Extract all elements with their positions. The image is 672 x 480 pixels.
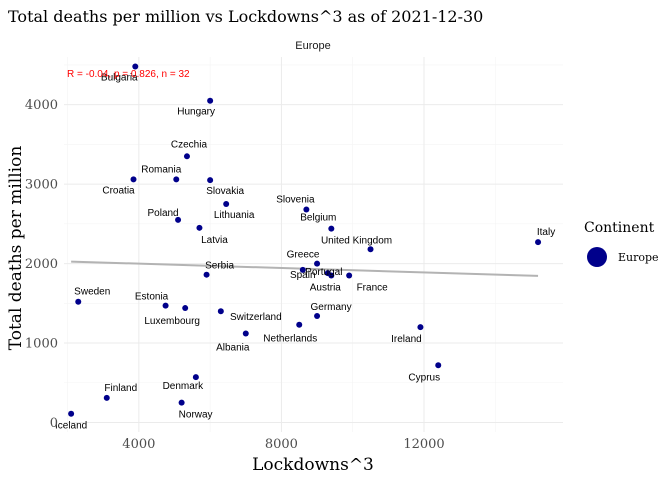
point-labels-layer: Bulgaria Hungary Czechia Croatia Romania Slov… xyxy=(55,73,555,432)
point-label-albania: Albania xyxy=(216,342,250,353)
point-label-czechia: Czechia xyxy=(171,139,208,150)
chart-title: Total deaths per million vs Lockdowns^3 … xyxy=(8,7,483,26)
point-denmark xyxy=(192,374,199,381)
point-portugal xyxy=(299,266,306,273)
point-label-hungary: Hungary xyxy=(177,107,215,118)
tick-labels-layer: 4000 8000 12000 0 1000 2000 3000 4000 xyxy=(25,98,445,452)
point-label-switzerland: Switzerland xyxy=(230,312,282,323)
y-axis-title: Total deaths per million xyxy=(6,146,26,351)
point-iceland xyxy=(68,410,75,417)
legend-title: Continent xyxy=(584,220,655,236)
legend-label-europe: Europe xyxy=(618,251,659,264)
point-czechia xyxy=(183,153,190,160)
point-germany xyxy=(314,313,321,320)
point-label-austria: Austria xyxy=(310,282,342,293)
point-poland xyxy=(175,216,182,223)
point-belgium xyxy=(328,225,335,232)
point-label-sweden: Sweden xyxy=(74,287,110,298)
point-sweden xyxy=(75,298,82,305)
point-label-slovenia: Slovenia xyxy=(276,195,315,206)
point-label-greece: Greece xyxy=(287,250,320,261)
point-italy xyxy=(535,239,542,246)
point-slovakia xyxy=(207,177,214,184)
point-austria xyxy=(328,272,335,279)
point-label-serbia: Serbia xyxy=(205,261,234,272)
point-label-portugal: Portugal xyxy=(305,267,342,278)
point-label-belgium: Belgium xyxy=(300,213,336,224)
point-france xyxy=(346,272,353,279)
point-label-romania: Romania xyxy=(141,164,181,175)
point-label-netherlands: Netherlands xyxy=(263,334,317,345)
y-tick-label: 3000 xyxy=(25,178,58,193)
point-albania xyxy=(242,330,249,337)
point-label-poland: Poland xyxy=(147,208,178,219)
point-label-luxembourg: Luxembourg xyxy=(144,316,200,327)
x-tick-label: 12000 xyxy=(403,437,444,452)
point-label-united-kingdom: United Kingdom xyxy=(321,235,392,246)
point-label-slovakia: Slovakia xyxy=(206,186,244,197)
point-label-lithuania: Lithuania xyxy=(214,210,255,221)
point-romania xyxy=(173,176,180,183)
point-greece xyxy=(314,260,321,267)
y-tick-label: 0 xyxy=(50,416,58,431)
point-slovenia xyxy=(303,206,310,213)
point-finland xyxy=(103,394,110,401)
x-tick-label: 4000 xyxy=(122,437,155,452)
point-ireland xyxy=(417,324,424,331)
point-croatia xyxy=(130,176,137,183)
point-latvia xyxy=(196,224,203,231)
point-bulgaria xyxy=(132,63,139,70)
x-tick-label: 8000 xyxy=(265,437,298,452)
point-label-spain: Spain xyxy=(290,270,316,281)
y-tick-label: 4000 xyxy=(25,98,58,113)
point-label-estonia: Estonia xyxy=(135,292,169,303)
point-label-norway: Norway xyxy=(179,410,213,421)
point-label-italy: Italy xyxy=(537,227,555,238)
points-layer xyxy=(68,63,542,417)
y-tick-label: 1000 xyxy=(25,337,58,352)
point-netherlands xyxy=(296,321,303,328)
point-label-finland: Finland xyxy=(104,383,137,394)
point-label-ireland: Ireland xyxy=(391,334,422,345)
point-serbia xyxy=(203,271,210,278)
point-label-france: France xyxy=(357,282,389,293)
point-label-iceland: Iceland xyxy=(55,421,87,432)
point-luxembourg xyxy=(182,305,189,312)
point-lithuania xyxy=(223,200,230,207)
y-tick-label: 2000 xyxy=(25,257,58,272)
minor-gridlines xyxy=(64,57,563,432)
point-cyprus xyxy=(435,362,442,369)
legend-key-europe xyxy=(587,247,607,267)
point-switzerland xyxy=(217,308,224,315)
point-label-germany: Germany xyxy=(311,302,352,313)
major-gridlines xyxy=(64,57,563,432)
point-united-kingdom xyxy=(367,246,374,253)
point-label-bulgaria: Bulgaria xyxy=(101,73,138,84)
point-hungary xyxy=(207,97,214,104)
point-label-latvia: Latvia xyxy=(201,235,228,246)
correlation-stat-text: R = -0.04, p = 0.826, n = 32 xyxy=(67,69,190,80)
facet-strip-label: Europe xyxy=(295,40,330,52)
point-norway xyxy=(178,399,185,406)
point-label-cyprus: Cyprus xyxy=(408,372,440,383)
point-label-croatia: Croatia xyxy=(102,185,135,196)
point-label-denmark: Denmark xyxy=(163,381,205,392)
point-estonia xyxy=(162,302,169,309)
x-axis-title: Lockdowns^3 xyxy=(252,455,374,475)
